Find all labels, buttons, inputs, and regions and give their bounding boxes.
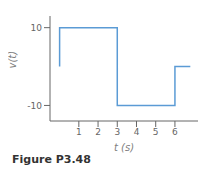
svg-text:2: 2: [95, 127, 101, 137]
svg-text:t (s): t (s): [114, 142, 134, 153]
html-text:Figure P3.48: Figure P3.48: [12, 153, 91, 166]
svg-text:v(t): v(t): [8, 51, 18, 69]
svg-text:10: 10: [31, 23, 43, 33]
svg-text:4: 4: [134, 127, 140, 137]
svg-text:3: 3: [114, 127, 120, 137]
svg-text:5: 5: [153, 127, 159, 137]
svg-text:-10: -10: [27, 101, 42, 111]
svg-text:1: 1: [76, 127, 82, 137]
svg-text:6: 6: [172, 127, 178, 137]
